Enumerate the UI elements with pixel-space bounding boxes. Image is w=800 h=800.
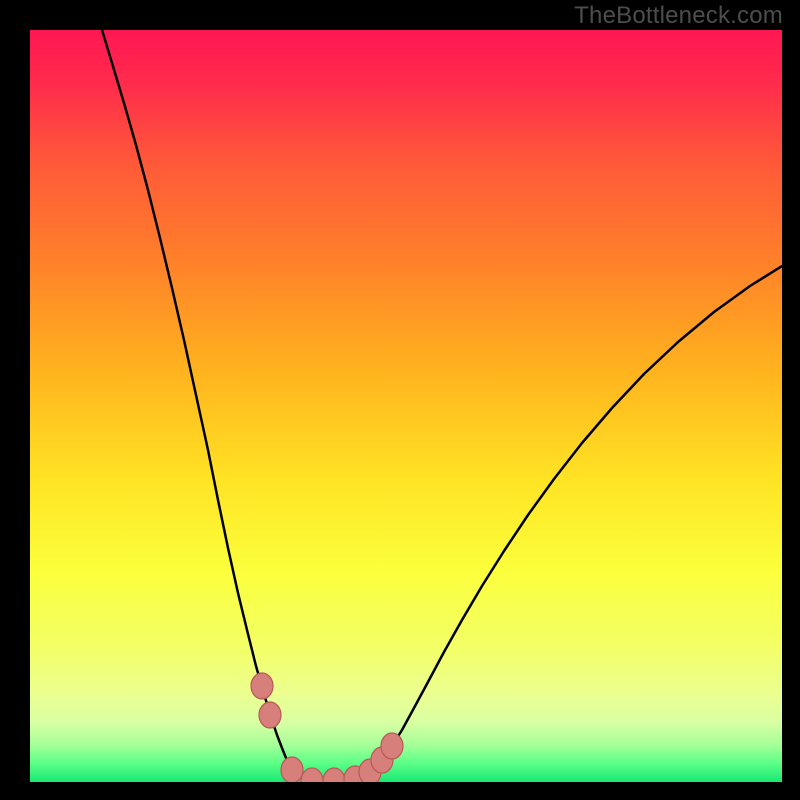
- data-marker: [381, 733, 403, 759]
- data-marker: [259, 702, 281, 728]
- chart-svg: [30, 30, 782, 782]
- watermark-text: TheBottleneck.com: [574, 2, 783, 30]
- heat-gradient-background: [30, 30, 782, 782]
- data-marker: [281, 757, 303, 782]
- data-marker: [251, 673, 273, 699]
- plot-area: [30, 30, 782, 782]
